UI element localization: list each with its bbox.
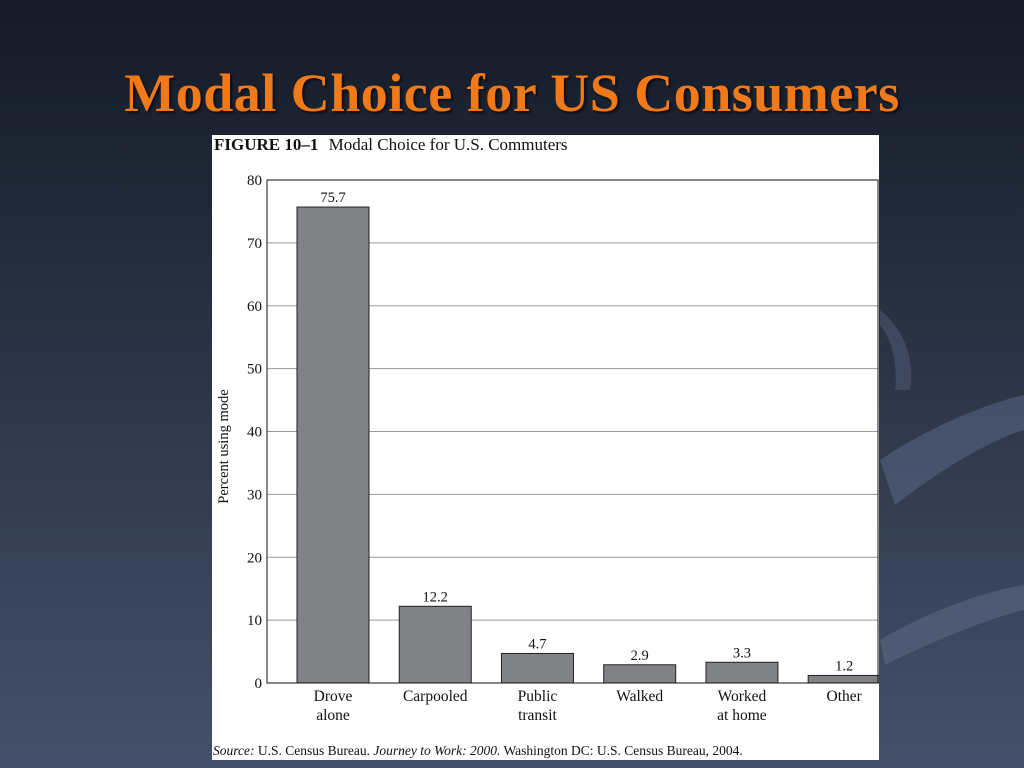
- figure-source: Source: U.S. Census Bureau. Journey to W…: [213, 743, 743, 759]
- y-tick-label: 30: [247, 487, 262, 503]
- x-axis-ticks: Drove alone Carpooled Public transit Walked Wo…: [314, 688, 863, 724]
- y-tick-label: 20: [247, 550, 262, 566]
- x-tick-label: alone: [316, 707, 350, 724]
- x-tick-label: Drove: [314, 688, 353, 705]
- y-tick-label: 70: [247, 236, 262, 252]
- source-label: Source:: [213, 743, 255, 758]
- x-tick-label: Walked: [616, 688, 663, 705]
- y-tick-label: 50: [247, 362, 262, 378]
- bar: [500, 652, 574, 684]
- y-tick-label: 80: [247, 173, 262, 189]
- y-tick-label: 40: [247, 425, 262, 441]
- data-label: 1.2: [835, 658, 853, 674]
- x-tick-label: at home: [717, 707, 767, 724]
- data-labels: 75.7 12.2 4.7 2.9 3.3 1.2: [320, 190, 853, 674]
- y-tick-label: 10: [247, 613, 262, 629]
- bar-chart: 75.7 12.2 4.7 2.9 3.3 1.2 0 10 20 30 40 50 60 70 80 D…: [216, 173, 879, 724]
- plot-frame: [266, 179, 879, 684]
- y-tick-label: 0: [255, 676, 263, 692]
- bars: [296, 206, 879, 684]
- x-tick-label: Public: [518, 688, 558, 705]
- figure-number: FIGURE 10–1: [214, 135, 319, 154]
- data-label: 75.7: [320, 190, 345, 206]
- x-tick-label: transit: [518, 707, 557, 724]
- data-label: 12.2: [423, 589, 448, 605]
- bar: [603, 664, 677, 684]
- bar: [807, 674, 879, 684]
- source-publication: Journey to Work: 2000.: [373, 743, 501, 758]
- y-tick-label: 60: [247, 299, 262, 315]
- figure-caption: Modal Choice for U.S. Commuters: [328, 135, 568, 154]
- x-tick-label: Worked: [718, 688, 767, 705]
- data-label: 3.3: [733, 645, 751, 661]
- x-tick-label: Other: [827, 688, 863, 705]
- figure-heading: FIGURE 10–1 Modal Choice for U.S. Commut…: [214, 135, 568, 155]
- y-axis-label: Percent using mode: [216, 389, 232, 503]
- source-org: U.S. Census Bureau.: [257, 743, 370, 758]
- figure-panel: FIGURE 10–1 Modal Choice for U.S. Commut…: [212, 135, 879, 760]
- bar: [296, 206, 370, 684]
- data-label: 2.9: [631, 648, 649, 664]
- slide-title: Modal Choice for US Consumers: [124, 63, 900, 123]
- bar: [398, 605, 472, 684]
- bar: [705, 661, 779, 684]
- x-tick-label: Carpooled: [403, 688, 468, 705]
- source-rest: Washington DC: U.S. Census Bureau, 2004.: [503, 743, 743, 758]
- data-label: 4.7: [528, 636, 546, 652]
- y-axis-ticks: 0 10 20 30 40 50 60 70 80: [247, 173, 262, 692]
